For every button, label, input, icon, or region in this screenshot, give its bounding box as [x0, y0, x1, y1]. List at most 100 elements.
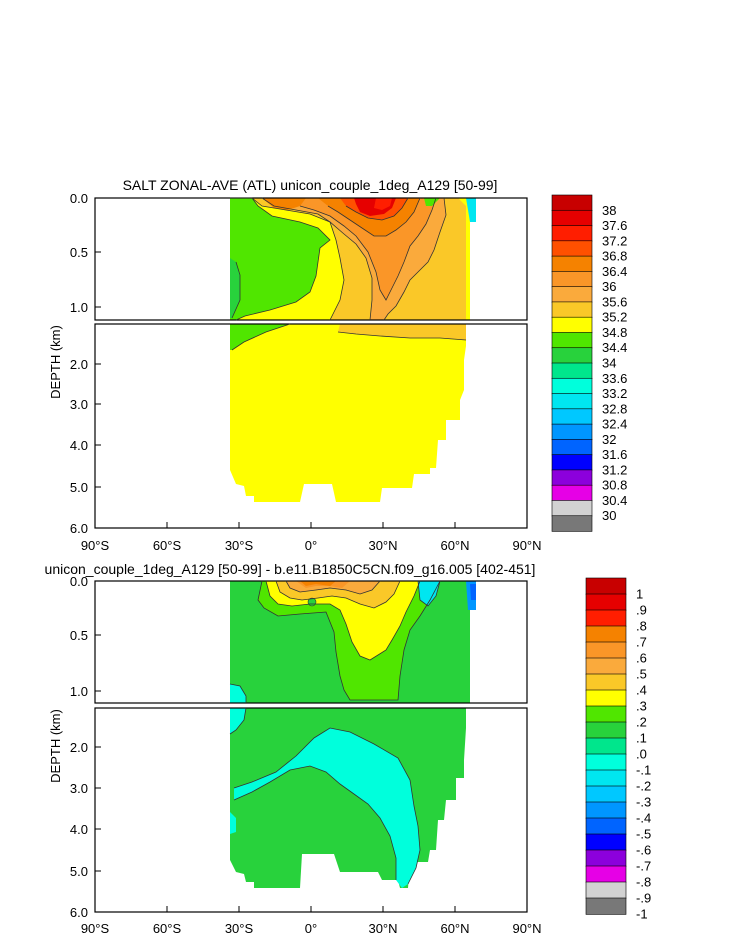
- colorbar-2-swatch: [585, 673, 627, 691]
- colorbar-2-label: .5: [636, 667, 647, 682]
- p1-upper-orange-west: [262, 198, 306, 210]
- colorbar-1-label: 31.2: [602, 462, 627, 477]
- colorbar-2-label: -.9: [636, 891, 651, 906]
- colorbar-1-label: 34: [602, 356, 616, 371]
- colorbar-1-swatch: [551, 515, 593, 532]
- panel-1-upper-field: [230, 198, 476, 320]
- colorbar-2-swatch: [585, 657, 627, 675]
- p1-lower-orange-top: [338, 324, 466, 340]
- colorbar-1-swatch: [551, 393, 593, 410]
- p2-upper-land-right: [470, 610, 476, 703]
- p2-ytick-2: 1.0: [70, 684, 88, 699]
- panel-1-lower-field: [230, 324, 466, 502]
- p1-ytick-4: 3.0: [70, 397, 88, 412]
- p1-upper-land-right: [470, 222, 476, 320]
- colorbar-1-label: 31.6: [602, 447, 627, 462]
- colorbar-1-swatch: [551, 332, 593, 349]
- p2-xtick-6: 90°N: [512, 921, 541, 936]
- colorbar-2-swatch: [585, 769, 627, 787]
- colorbar-1-label: 38: [602, 203, 616, 218]
- panel-2-colorbar: 1.9.8.7.6.5.4.3.2.1.0-.1-.2-.3-.4-.5-.6-…: [585, 577, 651, 922]
- panel-2-title: unicon_couple_1deg_A129 [50-99] - b.e11.…: [45, 561, 536, 577]
- colorbar-2-swatch: [585, 625, 627, 643]
- colorbar-1-swatch: [551, 454, 593, 471]
- p2-lower-cyan-main: [230, 708, 246, 734]
- p1-upper-red-3: [374, 198, 392, 210]
- p2-upper-red-1: [300, 581, 336, 586]
- p1-ytick-6: 5.0: [70, 480, 88, 495]
- colorbar-1-swatch: [551, 439, 593, 456]
- colorbar-1-swatch: [551, 469, 593, 486]
- p1-ytick-0: 0.0: [70, 191, 88, 206]
- p2-lower-cyan-tongue: [234, 728, 420, 888]
- colorbar-1-swatch: [551, 408, 593, 425]
- p2-upper-dark-tip: [470, 584, 476, 600]
- p2-xtick-3: 0°: [305, 921, 317, 936]
- colorbar-2-label: -.6: [636, 843, 651, 858]
- colorbar-1-label: 35.6: [602, 294, 627, 309]
- colorbar-1-swatch: [551, 255, 593, 273]
- colorbar-2-label: 1: [636, 587, 643, 602]
- colorbar-1-label: 36.4: [602, 264, 627, 279]
- p1-xtick-0: 90°S: [81, 538, 110, 553]
- p2-upper-cyan-sw: [230, 684, 246, 703]
- colorbar-2-swatch: [585, 641, 627, 659]
- p1-ytick-7: 6.0: [70, 521, 88, 536]
- colorbar-1-label: 30.4: [602, 493, 627, 508]
- p1-xtick-1: 60°S: [153, 538, 182, 553]
- colorbar-1-swatch: [551, 347, 593, 364]
- colorbar-1-swatch: [551, 377, 593, 395]
- p2-ytick-4: 3.0: [70, 781, 88, 796]
- p1-ytick-1: 0.5: [70, 245, 88, 260]
- p1-xtick-6: 90°N: [512, 538, 541, 553]
- colorbar-2-label: -.4: [636, 811, 651, 826]
- panel-2-ylabel: DEPTH (km): [48, 709, 63, 783]
- colorbar-1-swatch: [551, 286, 593, 303]
- p2-xtick-1: 60°S: [153, 921, 182, 936]
- p2-ytick-0: 0.0: [70, 574, 88, 589]
- colorbar-2-label: .4: [636, 683, 647, 698]
- colorbar-2-swatch: [585, 689, 627, 707]
- colorbar-2-label: -.1: [636, 763, 651, 778]
- colorbar-2-label: .2: [636, 715, 647, 730]
- colorbar-1-swatch: [551, 301, 593, 318]
- panel-1-x-axis: 90°S 60°S 30°S 0° 30°N 60°N 90°N: [81, 522, 542, 553]
- colorbar-2-swatch: [585, 721, 627, 739]
- colorbar-1-label: 36.8: [602, 249, 627, 264]
- p2-upper-cyan-north: [418, 581, 440, 606]
- p1-xtick-5: 60°N: [440, 538, 469, 553]
- colorbar-1-swatch: [551, 423, 593, 441]
- p1-xtick-2: 30°S: [225, 538, 254, 553]
- p1-upper-green-north: [424, 198, 440, 206]
- colorbar-2-label: .1: [636, 731, 647, 746]
- p2-xtick-0: 90°S: [81, 921, 110, 936]
- colorbar-2-label: .9: [636, 603, 647, 618]
- panel-1-title: SALT ZONAL-AVE (ATL) unicon_couple_1deg_…: [123, 177, 498, 193]
- p2-ytick-6: 5.0: [70, 864, 88, 879]
- colorbar-1-label: 33.2: [602, 386, 627, 401]
- colorbar-1-swatch: [551, 194, 593, 211]
- p2-ytick-7: 6.0: [70, 905, 88, 920]
- colorbar-2-swatch: [585, 753, 627, 771]
- p1-xtick-4: 30°N: [368, 538, 397, 553]
- colorbar-1-swatch: [551, 209, 593, 227]
- panel-2-upper-field: [230, 581, 476, 703]
- colorbar-2-label: .3: [636, 699, 647, 714]
- panel-2-lower-field: [230, 708, 466, 888]
- colorbar-2-swatch: [585, 865, 627, 883]
- p2-ytick-5: 4.0: [70, 822, 88, 837]
- colorbar-2-label: .0: [636, 747, 647, 762]
- p1-upper-green-dark: [230, 258, 240, 318]
- panel-1-ylabel: DEPTH (km): [48, 325, 63, 399]
- p2-xtick-5: 60°N: [440, 921, 469, 936]
- colorbar-1-swatch: [551, 316, 593, 334]
- colorbar-2-swatch: [585, 577, 627, 595]
- p2-ytick-3: 2.0: [70, 740, 88, 755]
- panel-2-y-axis: DEPTH (km) 0.0 0.5 1.0 2.0 3.0 4.0 5.0 6…: [48, 574, 101, 920]
- colorbar-1-label: 35.2: [602, 310, 627, 325]
- panel-1-y-axis: DEPTH (km) 0.0 0.5 1.0 2.0 3.0 4.0 5.0 6…: [48, 191, 101, 536]
- colorbar-2-swatch: [585, 593, 627, 611]
- colorbar-1-swatch: [551, 240, 593, 257]
- p1-ytick-2: 1.0: [70, 300, 88, 315]
